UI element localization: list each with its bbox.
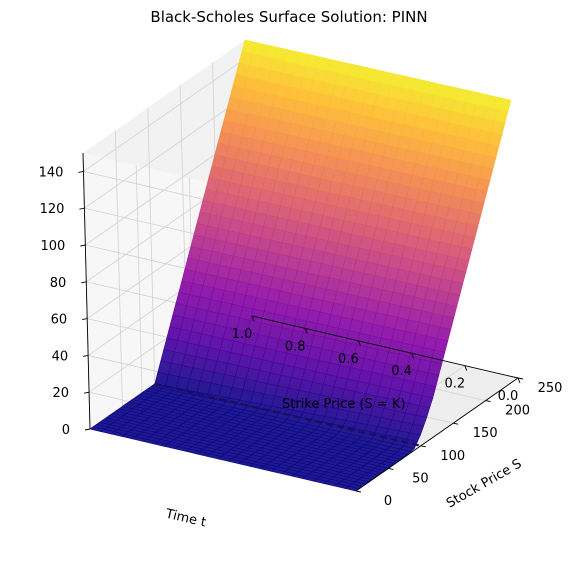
s-axis-line [355,377,519,492]
x-axis-label: Stock Price S [444,456,524,511]
x-tick-label: 200 [505,404,530,419]
surface-patch [496,97,512,112]
z-tick-label: 60 [51,313,68,328]
y-tick-mark [411,353,415,359]
x-tick-mark [355,490,362,493]
strike-line-group [154,382,422,447]
chart-title: Black-Scholes Surface Solution: PINN [150,8,427,26]
y-tick-mark [251,315,255,322]
x-tick-label: 0 [384,494,392,509]
z-tick-label: 0 [62,423,70,438]
z-tick-label: 140 [39,165,64,180]
strike-line [154,382,422,447]
y-tick-label: 1.0 [232,327,253,342]
y-axis-label: Time t [163,506,207,530]
x-tick-label: 250 [538,381,563,396]
z-tick-mark [80,244,86,247]
x-tick-mark [485,400,491,403]
x-tick-label: 150 [473,426,498,441]
z-tick-mark [83,354,89,357]
z-tick-mark [83,391,90,394]
x-tick-mark [453,422,459,425]
y-tick-mark [357,340,361,346]
tick-labels: 0 50 100 150 200 250 0.0 0.2 0.4 0.6 0.8 1.0 0 20 40 60… [39,165,563,509]
x-tick-mark [388,467,394,470]
y-tick-mark [517,377,521,384]
surface-plot [89,39,512,492]
axis-lines [82,152,519,492]
y-tick-label: 0.6 [338,352,359,367]
z-tick-label: 80 [50,276,67,291]
z-tick-mark [78,170,84,173]
z-tick-mark [81,281,87,284]
y-tick-label: 0.0 [498,389,519,404]
x-tick-mark [517,377,524,380]
z-tick-label: 120 [40,202,65,217]
x-tick-label: 50 [412,471,429,486]
strike-annotation: Strike Price (S = K) [282,397,405,412]
y-tick-label: 0.2 [444,377,465,392]
z-tick-label: 100 [41,239,66,254]
y-tick-mark [304,328,308,334]
y-tick-mark [464,365,468,371]
y-tick-label: 0.4 [391,364,412,379]
x-tick-label: 100 [440,449,465,464]
t-axis-line [251,315,519,379]
z-tick-label: 20 [53,386,70,401]
x-tick-mark [420,445,426,448]
z-tick-mark [79,207,85,210]
y-tick-label: 0.8 [285,339,306,354]
z-tick-label: 40 [52,349,69,364]
v-axis-line [82,152,91,430]
z-tick-mark [82,318,88,321]
z-tick-mark [84,428,91,431]
